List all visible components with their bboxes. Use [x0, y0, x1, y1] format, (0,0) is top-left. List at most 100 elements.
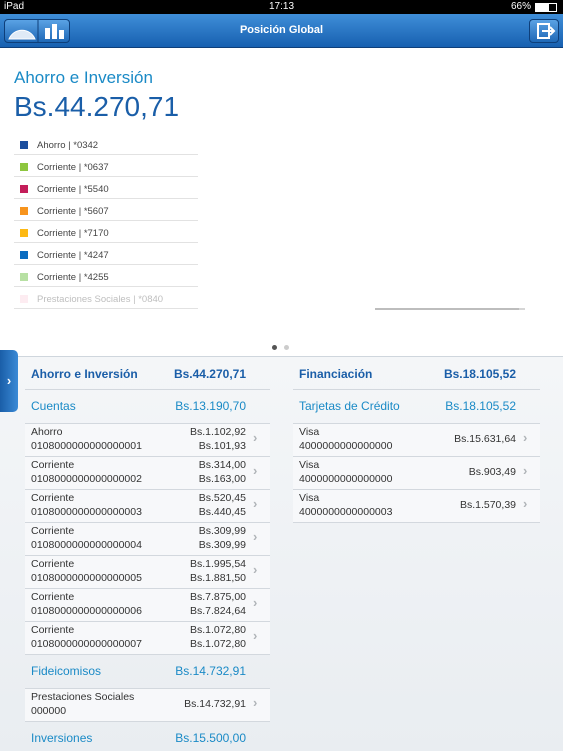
account-name: Corriente [31, 591, 75, 603]
divider [293, 389, 540, 390]
account-amount: Bs.14.732,91 [184, 698, 246, 710]
page-dot [284, 345, 289, 350]
nav-title: Posición Global [239, 24, 324, 36]
legend-swatch [20, 207, 28, 215]
chevron: › [523, 430, 528, 445]
page-dot-active [272, 345, 277, 350]
account-number: 4000000000000000 [299, 473, 393, 485]
summary-title: Ahorro e Inversión [14, 68, 153, 87]
account-amount: Bs.1.995,54 [189, 558, 246, 570]
account-amount: Bs.7.824,64 [189, 605, 246, 617]
legend-divider [14, 308, 198, 309]
chevron: › [253, 430, 258, 445]
account-number: 0108000000000000004 [31, 539, 142, 551]
status-bar: iPad 17:13 66% [0, 0, 563, 14]
account-number: 000000 [31, 705, 67, 717]
account-row[interactable] [25, 588, 270, 622]
account-amount: Bs.163,00 [198, 473, 246, 485]
account-amount: Bs.7.875,00 [189, 591, 246, 603]
account-amount: Bs.15.631,64 [454, 433, 516, 445]
legend-label: Corriente | *4255 [37, 272, 109, 283]
account-amount: Bs.1.072,80 [189, 638, 246, 650]
chevron: › [523, 463, 528, 478]
section-total: Bs.13.190,70 [175, 399, 246, 413]
chevron: › [253, 463, 258, 478]
chevron: › [253, 496, 258, 511]
legend-swatch [20, 273, 28, 281]
nav-bar: Posición Global [0, 14, 563, 48]
clock: 17:13 [268, 1, 295, 12]
battery-level: 66% [510, 1, 531, 12]
legend-divider [14, 154, 198, 155]
section-title[interactable]: Fideicomisos [31, 664, 102, 678]
account-amount: Bs.440,45 [198, 506, 246, 518]
battery-icon [535, 3, 557, 12]
account-amount: Bs.309,99 [198, 525, 246, 537]
section-title[interactable]: Tarjetas de Crédito [299, 399, 400, 413]
account-amount: Bs.903,49 [468, 466, 516, 478]
account-name: Corriente [31, 558, 75, 570]
account-number: 0108000000000000006 [31, 605, 142, 617]
section-title[interactable]: Cuentas [31, 399, 76, 413]
chevron: › [253, 562, 258, 577]
account-number: 0108000000000000002 [31, 473, 142, 485]
account-row[interactable] [25, 522, 270, 556]
legend-divider [14, 242, 198, 243]
account-number: 0108000000000000001 [31, 440, 142, 452]
side-drawer-tab[interactable]: › [0, 350, 18, 412]
device-name: iPad [4, 1, 25, 12]
column-total: Bs.18.105,52 [443, 367, 516, 381]
account-number: 0108000000000000003 [31, 506, 142, 518]
account-name: Visa [299, 459, 320, 471]
account-number: 0108000000000000005 [31, 572, 142, 584]
account-name: Corriente [31, 525, 75, 537]
legend-label: Corriente | *4247 [37, 250, 109, 261]
column-total: Bs.44.270,71 [173, 367, 246, 381]
logout-button[interactable] [529, 19, 559, 43]
legend-divider [14, 176, 198, 177]
chevron: › [253, 695, 258, 710]
account-amount: Bs.1.072,80 [189, 624, 246, 636]
legend-label: Corriente | *5607 [37, 206, 109, 217]
legend-swatch [20, 295, 28, 303]
account-row[interactable] [25, 688, 270, 722]
legend-swatch [20, 185, 28, 193]
account-row[interactable] [293, 489, 540, 523]
column-title: Ahorro e Inversión [31, 367, 138, 381]
account-amount: Bs.1.881,50 [189, 572, 246, 584]
legend-divider [14, 220, 198, 221]
logout-icon [537, 23, 556, 39]
section-title[interactable]: Inversiones [31, 731, 93, 745]
legend-label: Corriente | *0637 [37, 162, 109, 173]
account-amount: Bs.520,45 [198, 492, 246, 504]
account-amount: Bs.1.570,39 [459, 499, 516, 511]
account-name: Prestaciones Sociales [31, 691, 135, 703]
account-number: 0108000000000000007 [31, 638, 142, 650]
pie-chart [375, 308, 525, 310]
view-icons [8, 20, 64, 42]
section-total: Bs.18.105,52 [445, 399, 516, 413]
view-toggle[interactable] [4, 19, 70, 43]
account-name: Corriente [31, 624, 75, 636]
summary-total: Bs.44.270,71 [14, 91, 180, 122]
section-total: Bs.14.732,91 [175, 664, 246, 678]
legend-label: Corriente | *5540 [37, 184, 109, 195]
chevron: › [253, 595, 258, 610]
account-number: 4000000000000000 [299, 440, 393, 452]
legend-swatch [20, 251, 28, 259]
account-amount: Bs.101,93 [198, 440, 246, 452]
account-row[interactable] [25, 555, 270, 589]
account-row[interactable] [25, 423, 270, 457]
legend-label: Corriente | *7170 [37, 228, 109, 239]
legend-label: Ahorro | *0342 [37, 140, 99, 151]
account-amount: Bs.314,00 [198, 459, 246, 471]
chevron: › [253, 529, 258, 544]
account-name: Corriente [31, 459, 75, 471]
account-row[interactable] [25, 621, 270, 655]
legend-label: Prestaciones Sociales | *0840 [37, 294, 164, 305]
account-name: Visa [299, 492, 320, 504]
chevron: › [523, 496, 528, 511]
legend-divider [14, 198, 198, 199]
account-row[interactable] [25, 456, 270, 490]
